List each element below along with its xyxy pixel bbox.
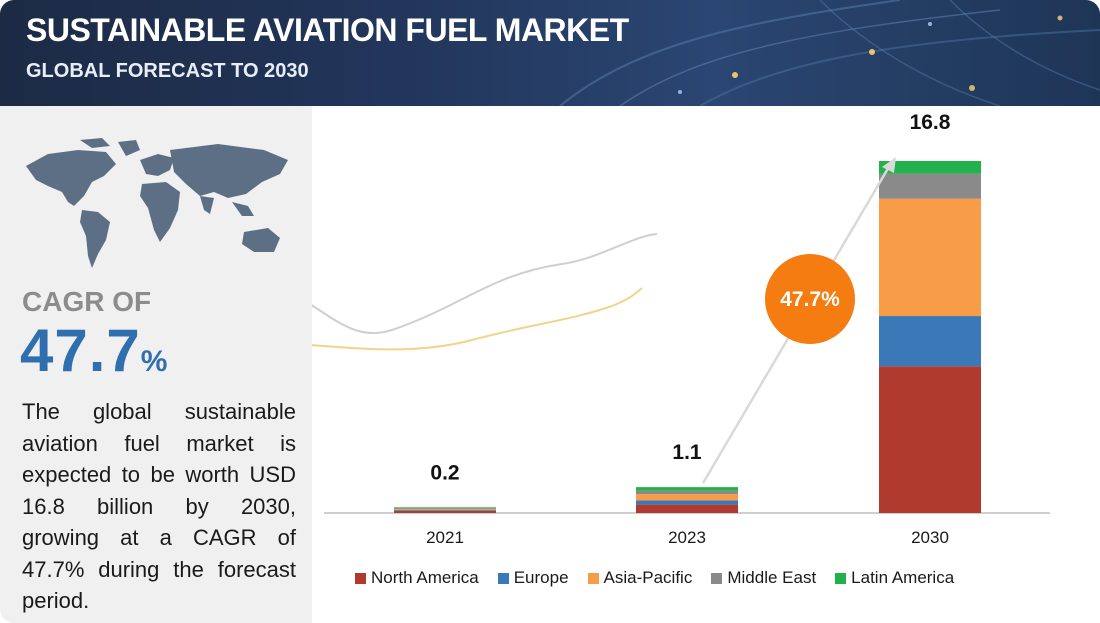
left-panel: CAGR OF 47.7% The global sustainable avi… — [0, 106, 312, 623]
cagr-bubble-label: 47.7% — [780, 288, 840, 311]
legend-label: Latin America — [851, 568, 955, 587]
cagr-label: CAGR OF — [22, 286, 152, 317]
legend-swatch — [835, 572, 847, 584]
market-description: The global sustainable aviation fuel mar… — [22, 399, 296, 613]
legend-item-asia-pacific: Asia-Pacific — [587, 568, 693, 588]
x-tick-label-2021: 2021 — [426, 528, 464, 546]
legend-swatch — [355, 572, 366, 584]
legend-item-europe: Europe — [497, 568, 569, 588]
bar-2023-north-america — [636, 504, 738, 513]
bar-2021-middle-east — [394, 508, 496, 510]
page-title: SUSTAINABLE AVIATION FUEL MARKET — [26, 12, 629, 48]
cagr-number: 47.7 — [20, 317, 141, 384]
cagr-value: 47.7% — [20, 316, 168, 385]
bar-2030-middle-east — [879, 173, 981, 199]
cagr-bubble — [765, 254, 855, 344]
legend-swatch — [587, 572, 599, 584]
legend-label: North America — [371, 568, 479, 587]
bar-2023-europe — [636, 500, 738, 505]
decorative-swoosh-yellow — [312, 287, 643, 351]
cagr-percent-sign: % — [140, 345, 169, 378]
bar-2021-europe — [394, 510, 496, 511]
decorative-swoosh-gray — [312, 233, 658, 335]
total-label-2021: 0.2 — [430, 461, 459, 484]
header-background-art — [559, 0, 1100, 106]
x-tick-label-2030: 2030 — [911, 528, 949, 546]
legend-item-latin-america: Latin America — [835, 568, 954, 588]
legend-swatch — [711, 572, 723, 584]
chart-legend: North America Europe Asia-Pacific Middle Ea… — [355, 568, 973, 588]
legend-label: Middle East — [727, 568, 817, 587]
page-subtitle: GLOBAL FORECAST TO 2030 — [26, 60, 309, 82]
world-map-icon — [26, 138, 288, 268]
bar-2021-north-america — [394, 510, 496, 513]
bar-2023-asia-pacific — [636, 494, 738, 501]
legend-label: Europe — [513, 568, 569, 587]
stacked-bar-chart: 47.7% 2021 0.2 2023 1.1 2030 16.8 — [312, 111, 1050, 546]
total-label-2023: 1.1 — [672, 441, 702, 464]
bar-2023-latin-america — [636, 487, 738, 491]
legend-item-middle-east: Middle East — [711, 568, 816, 588]
bar-2030-asia-pacific — [879, 198, 981, 317]
legend-item-north-america: North America — [355, 568, 479, 588]
bar-2030-europe — [879, 316, 981, 367]
x-tick-label-2023: 2023 — [668, 528, 706, 546]
bar-2030-latin-america — [879, 161, 981, 174]
total-label-2030: 16.8 — [910, 111, 951, 134]
bar-2021-asia-pacific — [394, 509, 496, 511]
bar-2023-middle-east — [636, 490, 738, 495]
bar-2021-latin-america — [394, 507, 496, 509]
growth-arrow-head — [882, 157, 896, 173]
legend-swatch — [497, 572, 509, 584]
legend-label: Asia-Pacific — [603, 568, 693, 587]
bar-2030-north-america — [879, 366, 981, 513]
header-banner: SUSTAINABLE AVIATION FUEL MARKET GLOBAL … — [0, 0, 1100, 106]
